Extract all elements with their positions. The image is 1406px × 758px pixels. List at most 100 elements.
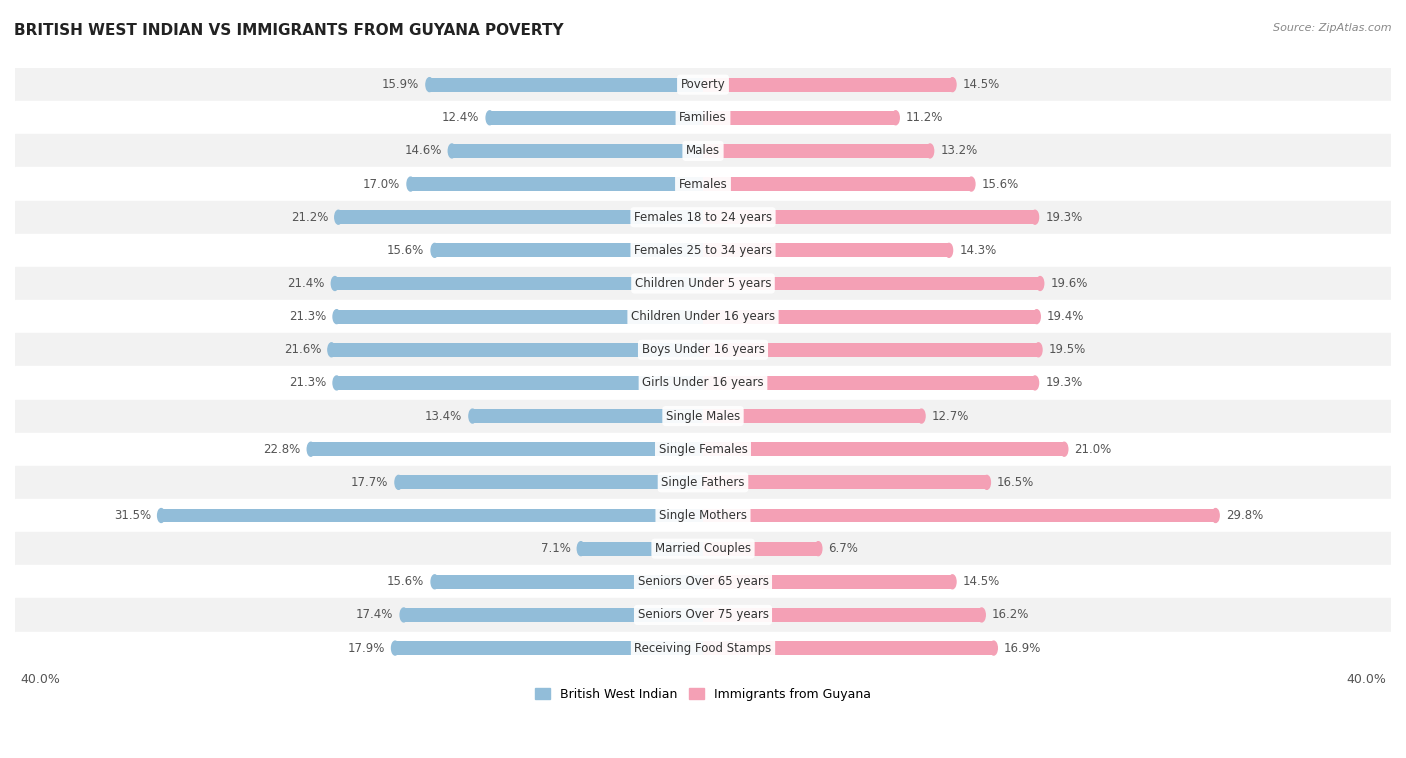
- Bar: [15, 598, 1391, 631]
- Text: Females 18 to 24 years: Females 18 to 24 years: [634, 211, 772, 224]
- Bar: [703, 442, 1064, 456]
- Text: 21.4%: 21.4%: [287, 277, 325, 290]
- Circle shape: [432, 243, 439, 257]
- Bar: [703, 542, 818, 556]
- Bar: [703, 409, 921, 423]
- Circle shape: [949, 575, 956, 589]
- Legend: British West Indian, Immigrants from Guyana: British West Indian, Immigrants from Guy…: [530, 683, 876, 706]
- Text: 15.6%: 15.6%: [981, 177, 1019, 190]
- Text: 17.7%: 17.7%: [352, 476, 388, 489]
- Text: 21.3%: 21.3%: [290, 377, 326, 390]
- Circle shape: [990, 641, 997, 655]
- Text: Males: Males: [686, 145, 720, 158]
- Bar: [332, 343, 703, 357]
- Circle shape: [578, 542, 585, 556]
- Circle shape: [432, 575, 439, 589]
- Bar: [15, 366, 1391, 399]
- Text: Single Males: Single Males: [666, 409, 740, 422]
- Bar: [429, 77, 703, 92]
- Bar: [15, 399, 1391, 433]
- Circle shape: [308, 442, 315, 456]
- Circle shape: [967, 177, 974, 191]
- Text: Receiving Food Stamps: Receiving Food Stamps: [634, 641, 772, 655]
- Bar: [15, 68, 1391, 102]
- Text: 19.4%: 19.4%: [1047, 310, 1084, 323]
- Text: 19.3%: 19.3%: [1045, 211, 1083, 224]
- Text: 17.0%: 17.0%: [363, 177, 401, 190]
- Circle shape: [945, 243, 953, 257]
- Bar: [434, 243, 703, 257]
- Text: 40.0%: 40.0%: [20, 673, 60, 686]
- Bar: [15, 134, 1391, 168]
- Circle shape: [1032, 210, 1039, 224]
- Text: 16.2%: 16.2%: [993, 609, 1029, 622]
- Circle shape: [486, 111, 494, 125]
- Circle shape: [333, 376, 340, 390]
- Bar: [703, 144, 929, 158]
- Text: Poverty: Poverty: [681, 78, 725, 91]
- Text: Single Fathers: Single Fathers: [661, 476, 745, 489]
- Bar: [162, 509, 703, 522]
- Bar: [398, 475, 703, 490]
- Bar: [395, 641, 703, 655]
- Bar: [703, 475, 987, 490]
- Bar: [15, 532, 1391, 565]
- Text: 14.6%: 14.6%: [404, 145, 441, 158]
- Bar: [703, 243, 949, 257]
- Bar: [15, 168, 1391, 201]
- Circle shape: [949, 77, 956, 92]
- Bar: [411, 177, 703, 191]
- Text: Source: ZipAtlas.com: Source: ZipAtlas.com: [1274, 23, 1392, 33]
- Text: Seniors Over 75 years: Seniors Over 75 years: [637, 609, 769, 622]
- Bar: [703, 210, 1035, 224]
- Circle shape: [927, 144, 934, 158]
- Bar: [703, 177, 972, 191]
- Text: 40.0%: 40.0%: [1346, 673, 1386, 686]
- Bar: [336, 376, 703, 390]
- Bar: [15, 300, 1391, 334]
- Circle shape: [1036, 277, 1043, 290]
- Circle shape: [157, 509, 165, 522]
- Bar: [336, 310, 703, 324]
- Text: Married Couples: Married Couples: [655, 542, 751, 555]
- Bar: [15, 102, 1391, 134]
- Circle shape: [814, 542, 823, 556]
- Text: 19.5%: 19.5%: [1049, 343, 1085, 356]
- Text: Girls Under 16 years: Girls Under 16 years: [643, 377, 763, 390]
- Circle shape: [332, 277, 339, 290]
- Text: 11.2%: 11.2%: [905, 111, 943, 124]
- Text: 21.2%: 21.2%: [291, 211, 328, 224]
- Text: Boys Under 16 years: Boys Under 16 years: [641, 343, 765, 356]
- Text: 15.6%: 15.6%: [387, 575, 425, 588]
- Circle shape: [983, 475, 990, 490]
- Bar: [434, 575, 703, 589]
- Text: Single Mothers: Single Mothers: [659, 509, 747, 522]
- Circle shape: [449, 144, 456, 158]
- Text: 7.1%: 7.1%: [541, 542, 571, 555]
- Bar: [311, 442, 703, 456]
- Circle shape: [1212, 509, 1219, 522]
- Text: 21.6%: 21.6%: [284, 343, 321, 356]
- Text: 21.0%: 21.0%: [1074, 443, 1112, 456]
- Text: 19.6%: 19.6%: [1050, 277, 1088, 290]
- Circle shape: [328, 343, 335, 357]
- Circle shape: [979, 608, 986, 622]
- Circle shape: [391, 641, 399, 655]
- Bar: [339, 210, 703, 224]
- Circle shape: [401, 608, 408, 622]
- Text: 15.6%: 15.6%: [387, 244, 425, 257]
- Bar: [15, 267, 1391, 300]
- Bar: [703, 641, 994, 655]
- Circle shape: [918, 409, 925, 423]
- Bar: [703, 77, 952, 92]
- Text: Children Under 5 years: Children Under 5 years: [634, 277, 772, 290]
- Text: 13.2%: 13.2%: [941, 145, 977, 158]
- Bar: [15, 466, 1391, 499]
- Text: 17.9%: 17.9%: [347, 641, 385, 655]
- Text: 29.8%: 29.8%: [1226, 509, 1263, 522]
- Circle shape: [335, 210, 342, 224]
- Circle shape: [891, 111, 900, 125]
- Bar: [15, 334, 1391, 366]
- Text: 19.3%: 19.3%: [1045, 377, 1083, 390]
- Circle shape: [395, 475, 402, 490]
